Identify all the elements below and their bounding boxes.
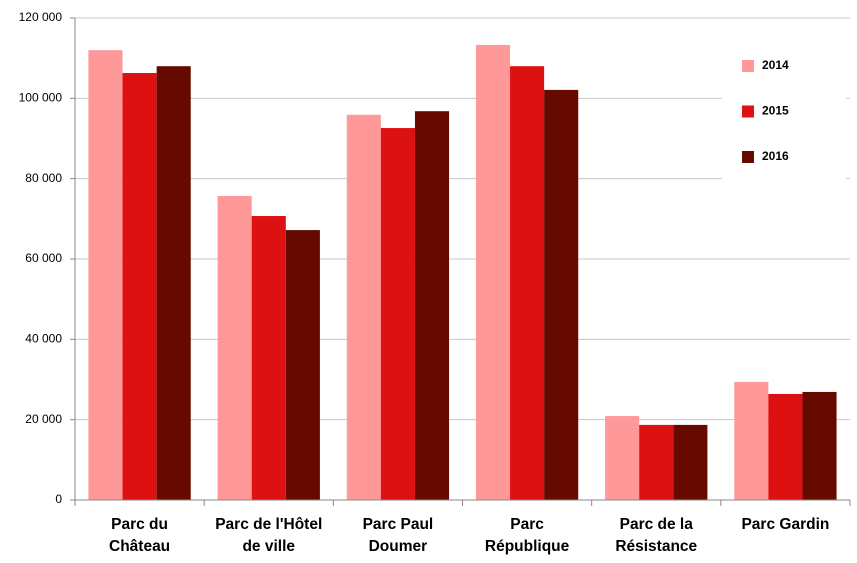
bar [88,50,123,501]
bar [346,114,381,500]
bar [639,424,674,500]
bar [414,111,450,500]
y-tick-label: 80 000 [25,171,62,185]
x-tick-label: Parc de l'Hôtel de ville [215,516,323,555]
bar [544,89,579,501]
bar [734,381,769,500]
bar [251,216,286,500]
legend-label: 2015 [762,104,789,118]
legend-swatch [742,60,754,72]
x-tick-label: Parc Paul Doumer [362,516,434,555]
y-tick-label: 100 000 [19,91,63,105]
y-tick-label: 120 000 [19,10,63,24]
x-tick-label: Parc de la Résistance [615,516,698,555]
bar [380,128,415,500]
y-tick-label: 40 000 [25,332,62,346]
bar [802,391,837,500]
bar [122,73,157,501]
bar [475,44,511,500]
bar [285,230,320,500]
x-tick-label: Parc République [484,516,570,555]
x-tick-label: Parc Gardin [741,516,830,533]
bar [768,393,803,500]
legend-label: 2016 [762,149,789,163]
bar [156,66,191,500]
bar [605,416,640,500]
y-tick-label: 60 000 [25,251,62,265]
y-tick-label: 0 [55,492,62,506]
y-tick-label: 20 000 [25,412,62,426]
legend-swatch [742,151,754,163]
bar [673,424,708,500]
x-tick-label: Parc du Château [109,516,171,555]
legend-label: 2014 [762,58,789,72]
legend-swatch [742,105,754,118]
bar [510,66,545,500]
bar [217,195,252,500]
